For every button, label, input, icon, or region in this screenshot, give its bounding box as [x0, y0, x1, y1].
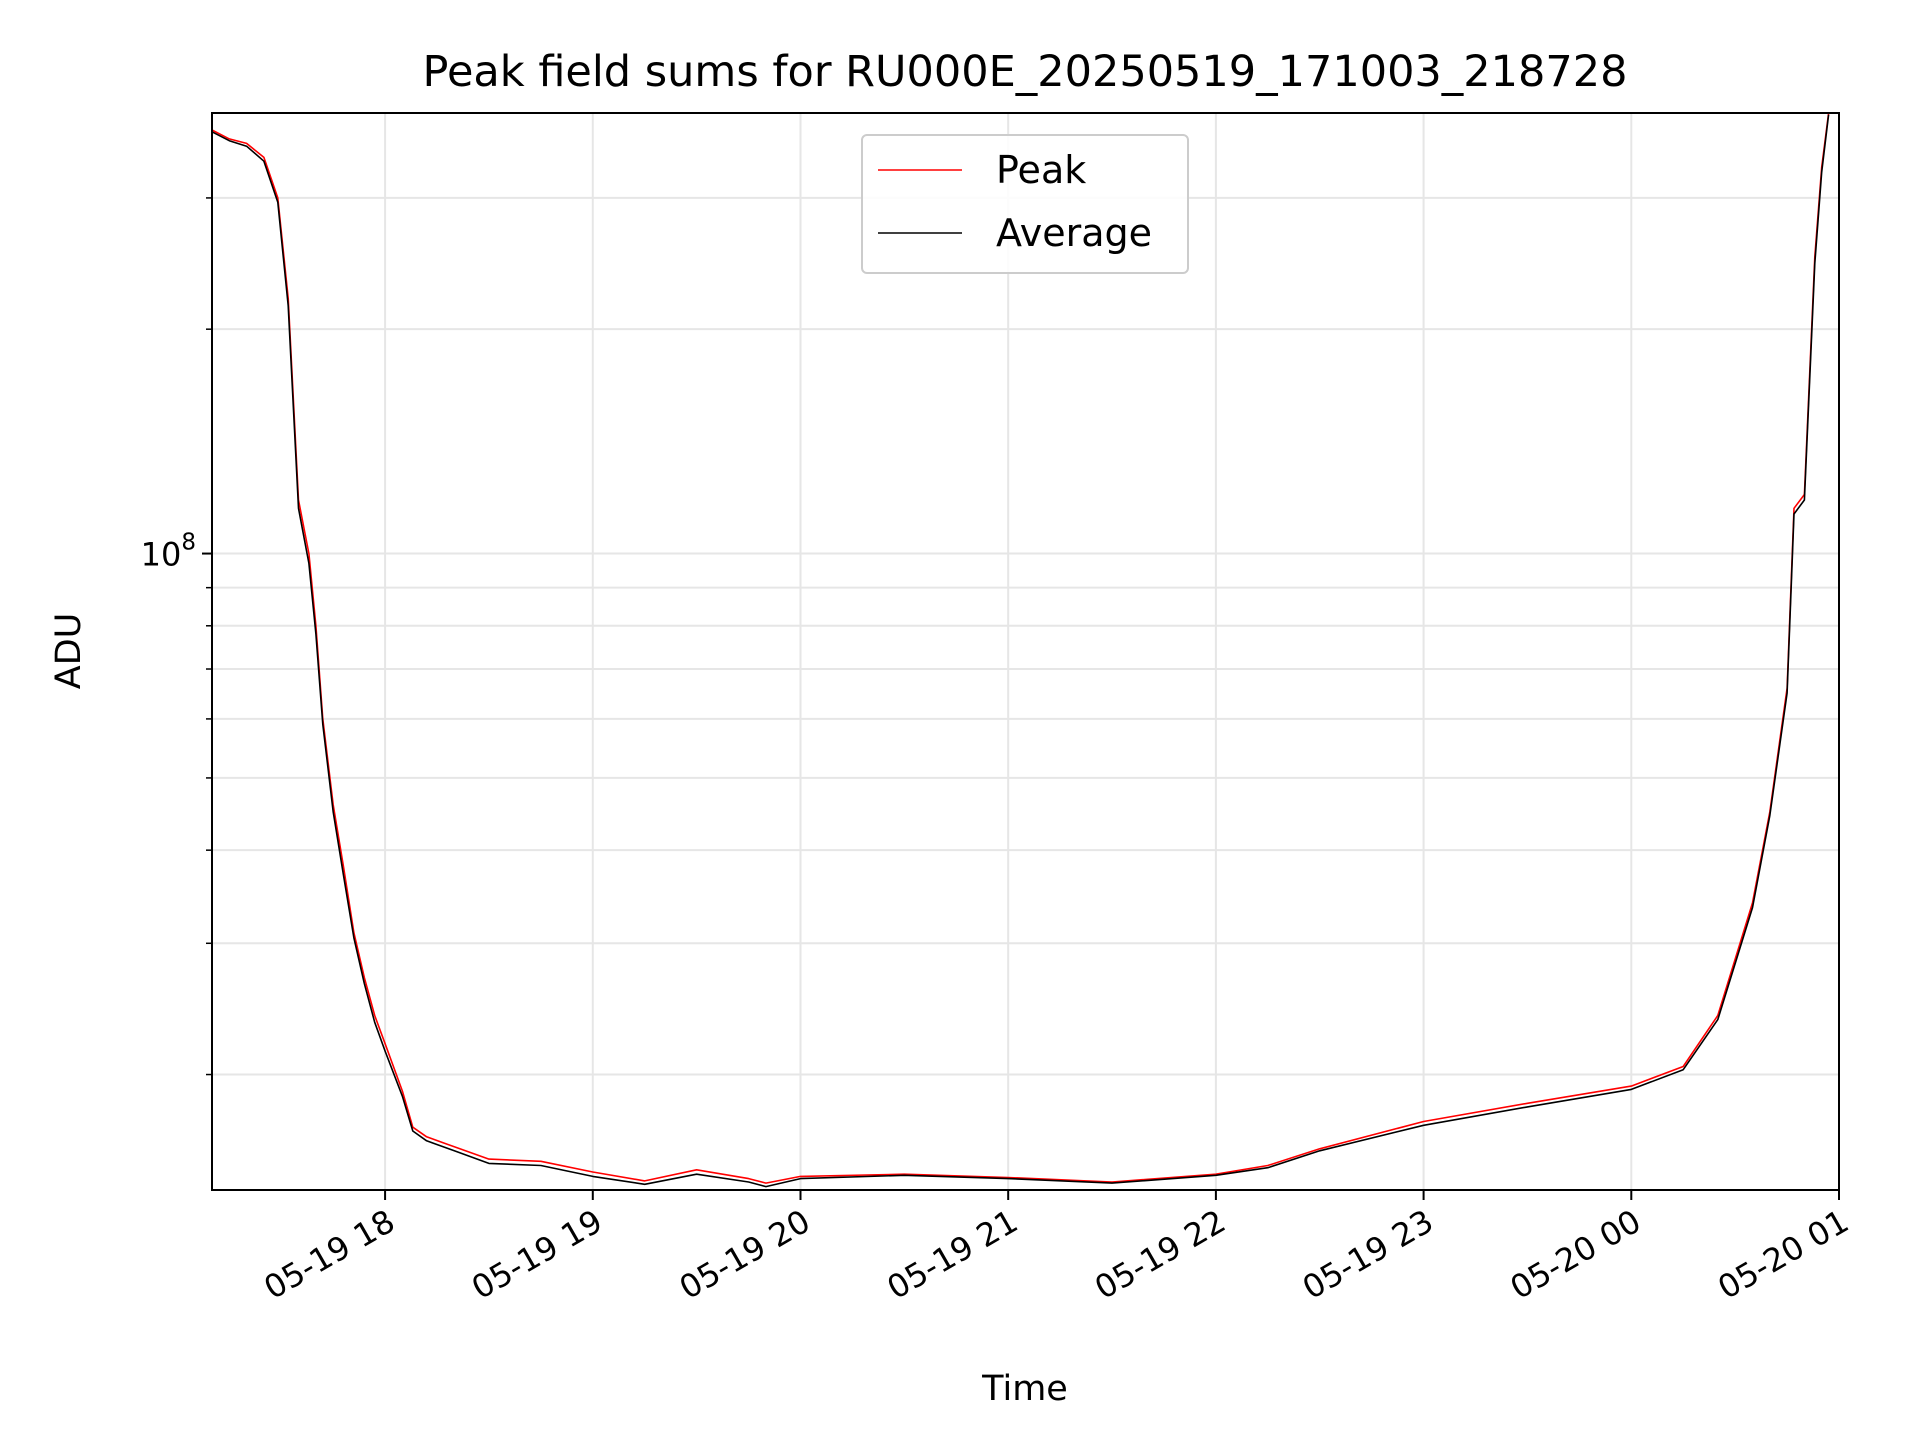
x-axis-label: Time — [981, 1369, 1068, 1409]
chart-title: Peak field sums for RU000E_20250519_1710… — [423, 47, 1628, 97]
y-tick-label-base: 10 — [141, 536, 182, 574]
series-line-peak — [211, 112, 1830, 1184]
y-tick-label: 108 — [141, 530, 196, 574]
series-line-average — [211, 114, 1830, 1188]
plot-background — [212, 113, 1839, 1190]
legend-label-peak: Peak — [996, 148, 1086, 192]
y-axis-label: ADU — [49, 613, 89, 690]
plot-area — [211, 112, 1840, 1191]
legend-label-average: Average — [996, 211, 1152, 255]
y-axis: 108 — [141, 197, 212, 1076]
series-layer — [211, 112, 1830, 1188]
y-tick-label-exponent: 8 — [181, 530, 196, 556]
legend: Peak Average — [861, 134, 1189, 274]
plot-frame — [211, 112, 1840, 1191]
